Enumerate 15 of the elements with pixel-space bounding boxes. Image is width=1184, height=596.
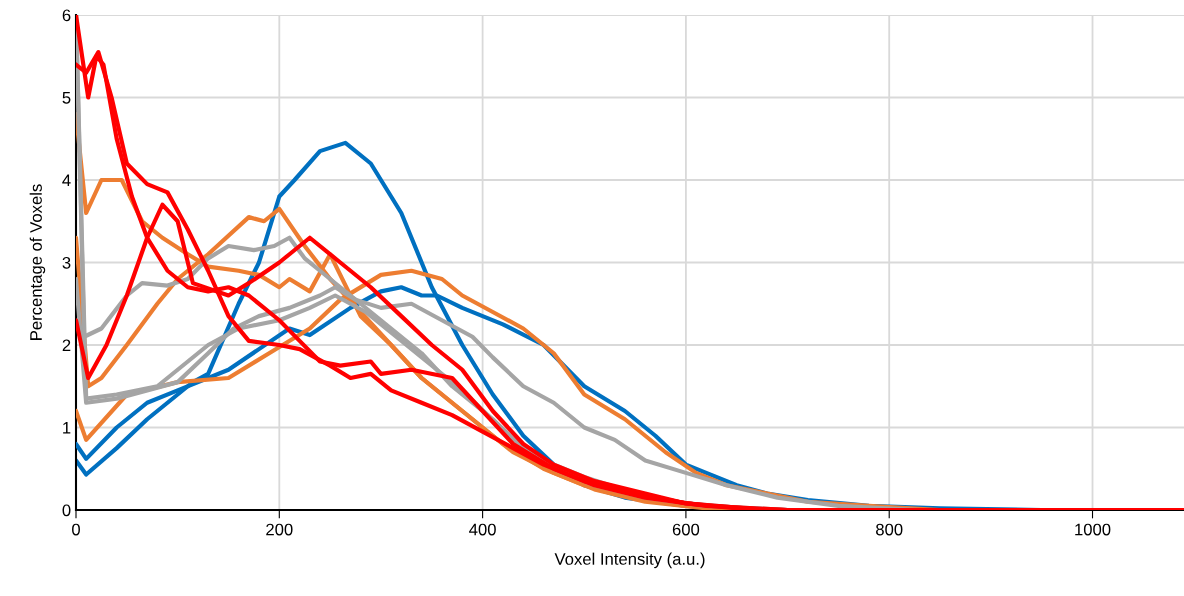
x-tick-label: 0 [72,523,80,536]
y-tick-label: 4 [62,174,71,187]
x-axis-title: Voxel Intensity (a.u.) [554,552,705,569]
y-tick-label: 2 [62,339,71,352]
x-tick-label: 600 [672,523,700,536]
x-tick-label: 400 [469,523,496,536]
y-tick-label: 0 [62,504,71,517]
y-tick-label: 5 [62,92,71,104]
y-axis-title: Percentage of Voxels [29,184,46,340]
x-tick-label: 800 [876,523,903,536]
x-tick-label: 200 [266,523,293,536]
y-tick-label: 6 [62,9,71,22]
y-tick-label: 3 [62,256,71,269]
y-tick-label: 1 [63,422,71,434]
x-tick-label: 1000 [1075,523,1111,536]
